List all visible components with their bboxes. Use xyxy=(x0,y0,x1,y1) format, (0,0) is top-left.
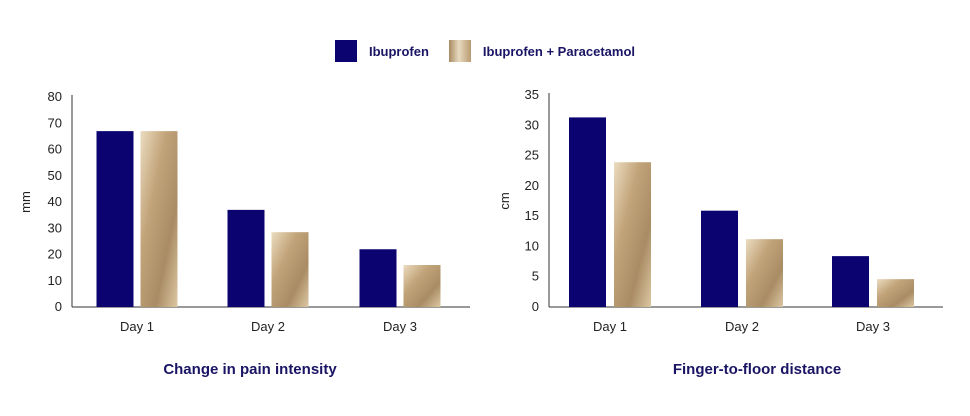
pain-chart-title: Change in pain intensity xyxy=(163,361,337,378)
pain-y-tick-label: 60 xyxy=(48,142,62,157)
pain-y-tick-label: 50 xyxy=(48,168,62,183)
distance-y-tick-label: 5 xyxy=(532,269,539,284)
distance-bar-ibuprofen-day3 xyxy=(832,256,869,307)
distance-bar-ibuprofen-paracetamol-day1 xyxy=(614,162,651,307)
pain-x-tick-label: Day 2 xyxy=(251,319,285,334)
pain-y-tick-label: 40 xyxy=(48,194,62,209)
pain-bar-ibuprofen-day2 xyxy=(227,209,265,307)
pain-x-tick-label: Day 1 xyxy=(120,319,154,334)
distance-x-tick-label: Day 1 xyxy=(593,319,627,334)
pain-y-tick-label: 20 xyxy=(48,247,62,262)
distance-y-tick-label: 25 xyxy=(525,148,539,163)
pain-y-tick-label: 30 xyxy=(48,220,62,235)
legend-item-ibuprofen: Ibuprofen xyxy=(334,40,429,62)
pain-y-tick-label: 70 xyxy=(48,115,62,130)
distance-bar-ibuprofen-paracetamol-day2 xyxy=(746,239,783,307)
legend-swatch-ibuprofen xyxy=(334,40,357,62)
distance-y-tick-label: 20 xyxy=(525,178,539,193)
legend-swatch-ibuprofen-paracetamol xyxy=(448,40,471,62)
distance-bar-ibuprofen-day1 xyxy=(569,117,606,307)
distance-y-tick-label: 35 xyxy=(525,87,539,102)
distance-y-axis-label: cm xyxy=(497,192,512,209)
distance-chart-title: Finger-to-floor distance xyxy=(673,361,841,378)
pain-bar-ibuprofen-paracetamol-day1 xyxy=(140,131,178,307)
pain-y-tick-label: 10 xyxy=(48,273,62,288)
distance-y-tick-label: 15 xyxy=(525,208,539,223)
distance-x-tick-label: Day 2 xyxy=(725,319,759,334)
legend-label-ibuprofen: Ibuprofen xyxy=(368,43,429,59)
legend-label-ibuprofen-paracetamol: Ibuprofen + Paracetamol xyxy=(482,43,635,59)
distance-x-tick-label: Day 3 xyxy=(856,319,890,334)
distance-y-tick-label: 30 xyxy=(525,117,539,132)
pain-bar-ibuprofen-paracetamol-day3 xyxy=(403,265,441,307)
distance-bar-ibuprofen-paracetamol-day3 xyxy=(877,279,914,307)
legend: Ibuprofen Ibuprofen + Paracetamol xyxy=(0,40,970,62)
pain-bar-ibuprofen-day3 xyxy=(359,249,397,307)
pain-y-tick-label: 80 xyxy=(48,89,62,104)
pain-bar-ibuprofen-day1 xyxy=(96,131,134,307)
pain-y-tick-label: 0 xyxy=(55,299,62,314)
distance-y-tick-label: 10 xyxy=(525,238,539,253)
pain-x-tick-label: Day 3 xyxy=(383,319,417,334)
distance-y-tick-label: 0 xyxy=(532,299,539,314)
distance-bar-ibuprofen-day2 xyxy=(701,210,738,307)
pain-y-axis-label: mm xyxy=(18,191,33,213)
pain-bar-ibuprofen-paracetamol-day2 xyxy=(271,232,309,307)
legend-item-ibuprofen-paracetamol: Ibuprofen + Paracetamol xyxy=(448,40,635,62)
